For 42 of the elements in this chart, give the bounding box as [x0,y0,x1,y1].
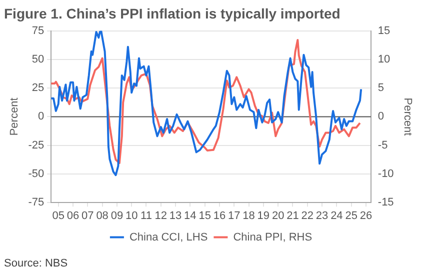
legend-label: China PPI, RHS [233,231,312,244]
y2-tick-label: -5 [378,139,388,152]
legend-label: China CCI, LHS [129,231,208,244]
source-note: Source: NBS [4,257,68,270]
x-tick-label: 17 [228,210,240,222]
x-tick-label: 14 [184,210,196,222]
y2-tick-label: 15 [378,24,390,37]
y2-tick-label: 0 [378,110,384,123]
x-tick-label: 09 [110,210,124,222]
x-tick-label: 23 [316,210,328,222]
y-tick-label: -75 [28,196,44,209]
x-tick-label: 26 [360,210,372,222]
y-tick-label: -25 [28,139,44,152]
x-tick-label: 22 [301,210,314,222]
x-tick-label: 16 [213,210,226,222]
x-tick-label: 12 [154,210,168,222]
y2-axis-title: Percent [401,98,414,136]
y2-tick-label: 5 [378,82,384,94]
x-tick-label: 21 [286,210,299,222]
x-tick-label: 24 [330,210,343,222]
x-tick-label: 15 [198,210,211,222]
y-tick-label: 25 [32,82,44,94]
x-tick-label: 10 [125,210,138,222]
x-tick-label: 05 [52,210,64,222]
x-tick-label: 19 [257,210,270,222]
x-tick-label: 25 [345,210,358,222]
x-tick-label: 20 [272,210,284,222]
x-tick-label: 07 [82,210,94,222]
x-tick-label: 08 [96,210,108,222]
chart-title: Figure 1. China’s PPI inflation is typically imported [4,5,340,22]
y2-tick-label: 10 [378,53,390,66]
y-tick-label: 50 [32,53,44,66]
y-tick-label: 75 [32,24,44,37]
x-tick-label: 18 [242,210,255,222]
y2-tick-label: -15 [378,196,394,209]
y-tick-label: 0 [38,110,44,123]
x-tick-label: 11 [140,210,152,222]
y-tick-label: -50 [28,168,44,180]
y-axis-title: Percent [8,98,21,136]
x-tick-label: 06 [66,210,80,222]
y2-tick-label: -10 [378,168,394,180]
x-tick-label: 13 [169,210,182,222]
